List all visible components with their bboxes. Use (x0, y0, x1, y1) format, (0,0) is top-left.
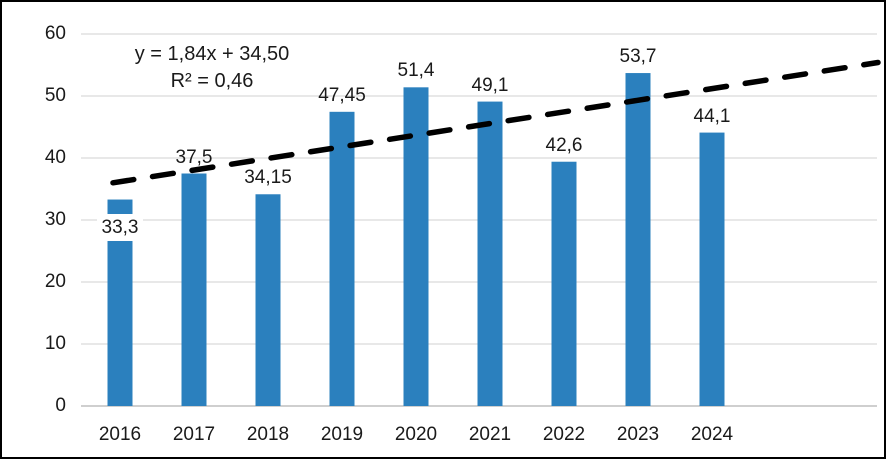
trendline-annotation: y = 1,84x + 34,50 R² = 0,46 (87, 41, 337, 95)
bar-2022 (551, 161, 577, 406)
y-axis-tick-label-50: 50 (44, 85, 66, 106)
data-label-2021: 49,1 (471, 74, 509, 96)
data-label-2020: 51,4 (397, 60, 435, 82)
x-axis-label-2022: 2022 (542, 424, 586, 445)
data-label-2024: 44,1 (693, 105, 731, 127)
x-axis-label-2021: 2021 (468, 424, 512, 445)
bar-2024 (699, 132, 725, 406)
x-axis-label-2019: 2019 (320, 424, 364, 445)
bar-2017 (181, 173, 207, 406)
y-axis-tick-label-20: 20 (44, 271, 66, 292)
data-label-2016: 33,3 (97, 213, 143, 241)
bar-2021 (477, 101, 503, 406)
x-axis-label-2024: 2024 (690, 424, 734, 445)
data-label-2017: 37,5 (175, 146, 213, 168)
bar-2019 (329, 111, 355, 406)
bar-2018 (255, 194, 281, 406)
bar-2016 (107, 199, 133, 406)
y-axis-tick-label-10: 10 (44, 333, 66, 354)
x-axis-label-2016: 2016 (98, 424, 142, 445)
y-axis-tick-label-60: 60 (44, 23, 66, 44)
y-axis-tick-label-40: 40 (44, 147, 66, 168)
x-axis-label-2018: 2018 (246, 424, 290, 445)
trendline-equation: y = 1,84x + 34,50 (134, 43, 290, 65)
bar-2023 (625, 73, 651, 406)
x-axis-label-2023: 2023 (616, 424, 660, 445)
data-label-2023: 53,7 (619, 46, 657, 68)
data-label-2022: 42,6 (545, 134, 583, 156)
bar-2020 (403, 87, 429, 406)
y-axis-tick-label-0: 0 (55, 395, 66, 416)
x-axis-label-2020: 2020 (394, 424, 438, 445)
y-axis-tick-label-30: 30 (44, 209, 66, 230)
data-label-2018: 34,15 (244, 167, 292, 189)
x-axis-label-2017: 2017 (172, 424, 216, 445)
trendline-r-squared: R² = 0,46 (170, 70, 254, 92)
